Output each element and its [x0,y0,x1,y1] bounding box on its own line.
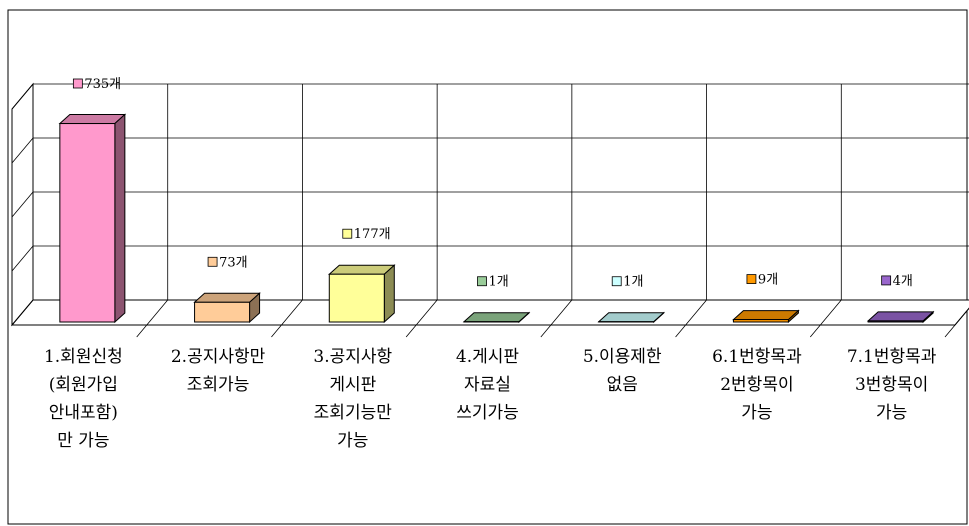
grid-line-side [11,137,34,164]
chart-frame [7,9,968,525]
value-label-key [477,276,487,287]
bar [732,319,789,323]
bar-side [383,264,395,324]
floor-divider [405,299,438,338]
value-label-key [746,274,757,284]
floor-divider [944,307,969,338]
bar-top [866,311,935,322]
x-tick-label-line: 1.회원신청 [44,347,123,367]
x-tick-label-line: 6.1번항목과 [712,347,802,367]
x-tick-label-line: 만 가능 [57,431,109,451]
grid-line-side [11,245,34,272]
floor-divider [540,299,573,338]
bar [328,273,385,323]
x-tick-label-line: 가능 [337,431,368,451]
bar-top [597,312,666,323]
x-tick-label-line: 3번항목이 [855,375,928,395]
x-tick-label-line: 5.이용제한 [583,347,662,367]
floor-divider [271,299,303,338]
value-label: 73개 [219,255,248,270]
bar-top [58,114,127,125]
x-tick-label-line: (회원가입 [49,375,118,395]
value-label: 9개 [758,273,778,288]
floor-divider [675,299,707,338]
value-label: 177개 [354,227,391,242]
value-label-key [72,78,83,89]
floor-divider [809,299,842,338]
value-label: 4개 [893,274,913,289]
bar [59,123,116,323]
bar-top [732,310,800,321]
x-tick-label-line: 가능 [876,403,907,423]
value-label-key [881,275,892,286]
bar [867,320,924,323]
bar-side [114,113,126,324]
x-tick-label-line: 조회기능만 [314,403,393,423]
value-label: 735개 [84,77,121,92]
x-tick-label-line: 쓰기가능 [456,403,519,423]
x-tick-label-line: 게시판 [329,375,376,395]
floor-divider [136,299,169,338]
value-label-key [342,228,353,239]
bar-top [193,292,261,303]
bar-top [462,312,531,323]
grid-line-side [11,191,34,218]
grid-line-side [11,83,34,110]
x-tick-label-line: 2.공지사항만 [171,347,266,367]
bar-top [327,264,396,275]
x-tick-label-line: 4.게시판 [456,347,519,367]
x-tick-label-line: 2번항목이 [720,375,793,395]
x-tick-label-line: 자료실 [464,375,511,395]
x-tick-label-line: 가능 [741,403,772,423]
x-tick-label-line: 7.1번항목과 [847,347,937,367]
bar [194,301,251,323]
grid-line-side [11,299,34,326]
value-label-key [207,256,218,267]
value-label: 1개 [489,275,509,290]
value-label: 1개 [623,275,643,290]
x-tick-label-line: 없음 [607,375,638,395]
x-tick-label-line: 안내포함) [49,403,118,423]
x-tick-label-line: 3.공지사항 [313,347,392,367]
value-label-key [611,276,622,287]
x-tick-label-line: 조회가능 [187,375,250,395]
